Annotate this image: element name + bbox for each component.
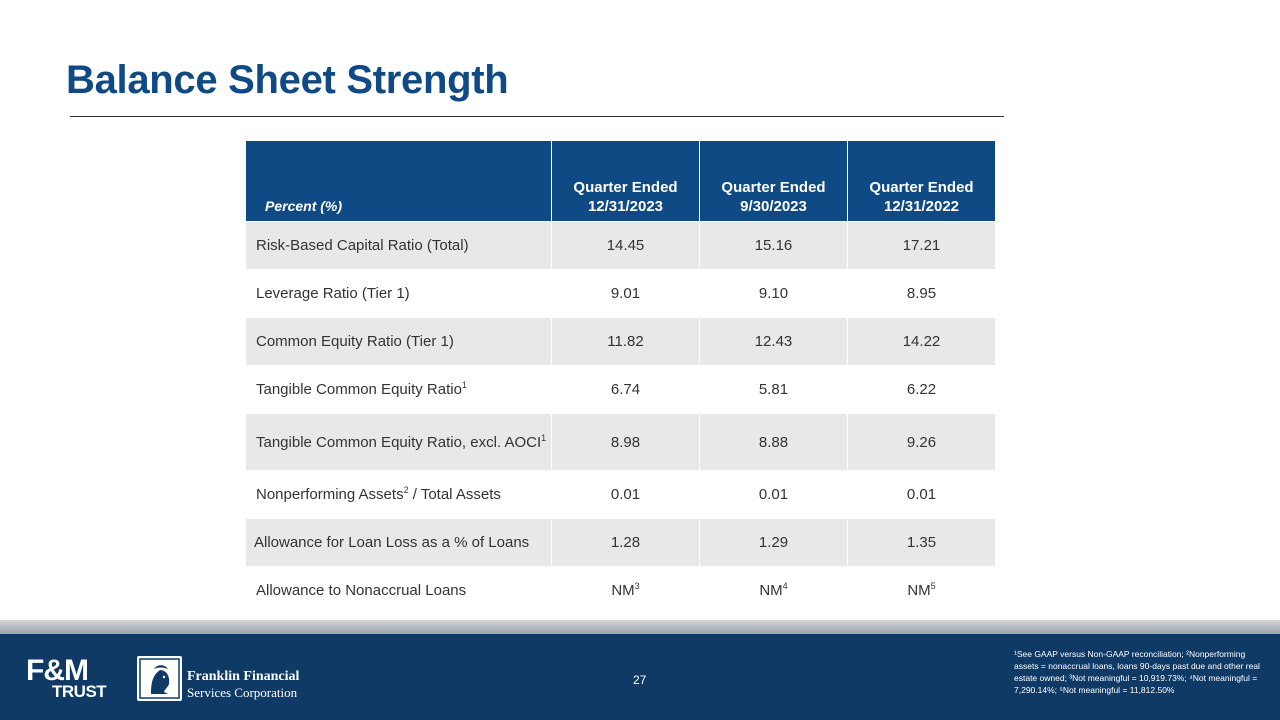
footer-gradient-band xyxy=(0,620,1280,634)
footnote-marker: 1 xyxy=(541,432,547,443)
title-divider xyxy=(70,116,1004,117)
column-header-line1: Quarter Ended xyxy=(721,179,826,196)
cell-value-text: NM xyxy=(907,582,931,599)
footnote-marker: 1 xyxy=(461,380,467,390)
cell-value: 8.98 xyxy=(551,413,700,471)
cell-value: 5.81 xyxy=(699,365,848,414)
table-row: Risk-Based Capital Ratio (Total) 14.45 1… xyxy=(245,221,996,270)
row-label: Risk-Based Capital Ratio (Total) xyxy=(245,221,552,270)
balance-sheet-table: Percent (%) Quarter Ended 12/31/2023 Quar… xyxy=(245,140,996,615)
cell-value: 8.95 xyxy=(847,269,996,318)
row-label-text: Common Equity Ratio (Tier 1) xyxy=(256,333,454,350)
company-name-line1: Franklin Financial xyxy=(187,669,300,684)
column-header-line1: Quarter Ended xyxy=(869,179,974,196)
footnotes: ¹See GAAP versus Non-GAAP reconciliation… xyxy=(1014,649,1260,695)
table-row: Tangible Common Equity Ratio1 6.74 5.81 … xyxy=(245,365,996,414)
table-row: Allowance for Loan Loss as a % of Loans … xyxy=(245,518,996,567)
row-label: Tangible Common Equity Ratio1 xyxy=(245,365,552,414)
row-label: Allowance to Nonaccrual Loans xyxy=(245,566,552,615)
cell-value: 12.43 xyxy=(699,317,848,366)
footnote-marker: 5 xyxy=(930,581,936,591)
cell-value: NM3 xyxy=(551,566,700,615)
cell-value: 14.45 xyxy=(551,221,700,270)
column-header-date: 12/31/2022 xyxy=(883,198,960,215)
cell-value-text: NM xyxy=(611,582,635,599)
cell-value: 0.01 xyxy=(551,470,700,519)
row-label: Common Equity Ratio (Tier 1) xyxy=(245,317,552,366)
table-row: Tangible Common Equity Ratio, excl. AOCI… xyxy=(245,413,996,471)
fm-trust-logo: F&M TRUST xyxy=(26,654,107,701)
franklin-financial-wordmark: Franklin Financial Services Corporation xyxy=(187,669,299,701)
footnote-marker: 3 xyxy=(634,581,640,591)
table-row: Leverage Ratio (Tier 1) 9.01 9.10 8.95 xyxy=(245,269,996,318)
cell-value: 0.01 xyxy=(699,470,848,519)
cell-value: 8.88 xyxy=(699,413,848,471)
logo-fm-text: F&M xyxy=(26,654,89,687)
row-label-text: Tangible Common Equity Ratio xyxy=(256,381,462,398)
cell-value: 0.01 xyxy=(847,470,996,519)
cell-value: 1.35 xyxy=(847,518,996,567)
row-label: Allowance for Loan Loss as a % of Loans xyxy=(245,518,552,567)
column-header-q3-2023: Quarter Ended 9/30/2023 xyxy=(699,140,848,222)
table-row: Common Equity Ratio (Tier 1) 11.82 12.43… xyxy=(245,317,996,366)
column-header-percent: Percent (%) xyxy=(245,140,552,222)
row-label-text: Leverage Ratio (Tier 1) xyxy=(256,285,410,302)
cell-value: 6.22 xyxy=(847,365,996,414)
cell-value: 17.21 xyxy=(847,221,996,270)
table-header-row: Percent (%) Quarter Ended 12/31/2023 Quar… xyxy=(245,140,996,222)
column-header-date: 12/31/2023 xyxy=(587,198,664,215)
footer-bar xyxy=(0,620,1280,720)
row-label: Tangible Common Equity Ratio, excl. AOCI… xyxy=(245,413,552,471)
franklin-portrait-logo xyxy=(137,656,182,701)
column-header-q4-2022: Quarter Ended 12/31/2022 xyxy=(847,140,996,222)
row-label-suffix: / Total Assets xyxy=(408,486,501,503)
column-header-line1: Quarter Ended xyxy=(573,179,678,196)
footnote-marker: 2 xyxy=(403,485,409,495)
cell-value: 9.26 xyxy=(847,413,996,471)
row-label-text: Allowance to Nonaccrual Loans xyxy=(256,582,467,599)
table-row: Nonperforming Assets2 / Total Assets 0.0… xyxy=(245,470,996,519)
column-header-q4-2023: Quarter Ended 12/31/2023 xyxy=(551,140,700,222)
page-title: Balance Sheet Strength xyxy=(66,58,509,102)
cell-value: NM4 xyxy=(699,566,848,615)
cell-value-text: NM xyxy=(759,582,783,599)
row-label-text: Risk-Based Capital Ratio (Total) xyxy=(256,237,469,254)
row-label-text: Allowance for Loan Loss as a % of Loans xyxy=(254,534,530,551)
page-number: 27 xyxy=(633,673,647,687)
company-name-line2: Services Corporation xyxy=(187,685,298,700)
row-label: Leverage Ratio (Tier 1) xyxy=(245,269,552,318)
cell-value: 14.22 xyxy=(847,317,996,366)
cell-value: 9.01 xyxy=(551,269,700,318)
table-row: Allowance to Nonaccrual Loans NM3 NM4 NM… xyxy=(245,566,996,615)
cell-value: 1.29 xyxy=(699,518,848,567)
row-label: Nonperforming Assets2 / Total Assets xyxy=(245,470,552,519)
cell-value: 6.74 xyxy=(551,365,700,414)
column-header-date: 9/30/2023 xyxy=(740,198,807,215)
cell-value: NM5 xyxy=(847,566,996,615)
cell-value: 9.10 xyxy=(699,269,848,318)
row-label-text: Nonperforming Assets xyxy=(256,486,404,503)
row-label-text: Tangible Common Equity Ratio, excl. AOCI xyxy=(256,433,542,451)
cell-value: 15.16 xyxy=(699,221,848,270)
cell-value: 11.82 xyxy=(551,317,700,366)
footnote-marker: 4 xyxy=(782,581,788,591)
franklin-portrait-icon xyxy=(139,658,180,699)
cell-value: 1.28 xyxy=(551,518,700,567)
logo-trust-text: TRUST xyxy=(52,682,107,701)
